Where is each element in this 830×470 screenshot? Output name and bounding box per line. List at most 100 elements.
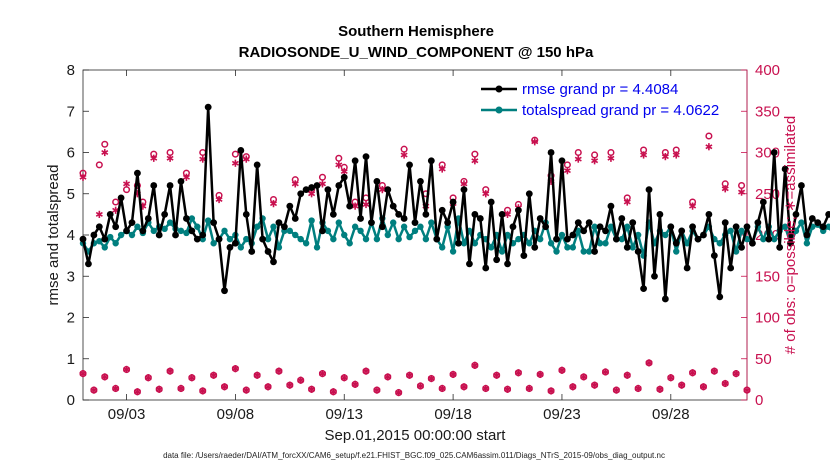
obs-possible-marker (705, 132, 713, 140)
rmse-point (335, 182, 343, 189)
obs-bottom-assimilated-marker (601, 368, 610, 376)
rmse-point (253, 161, 261, 169)
legend-marker-rmse (495, 85, 503, 93)
rmse-point (536, 215, 544, 222)
totalspread-point (341, 231, 348, 239)
x-tick-label: 09/23 (543, 406, 581, 423)
rmse-point (765, 235, 773, 243)
rmse-point (373, 177, 381, 185)
rmse-point (738, 243, 745, 251)
rmse-point (231, 239, 239, 247)
rmse-point (417, 177, 424, 185)
totalspread-point (302, 240, 310, 247)
obs-bottom-assimilated-marker (384, 373, 392, 381)
obs-bottom-assimilated-marker (177, 384, 185, 393)
y-axis-label-left: rmse and totalspread (45, 165, 62, 306)
rmse-point (754, 219, 762, 227)
obs-assimilated-marker (438, 165, 446, 173)
totalspread-point (101, 244, 108, 251)
rmse-point (705, 210, 713, 218)
rmse-point (504, 260, 511, 268)
x-tick-label: 09/08 (217, 406, 255, 423)
rmse-point (106, 210, 114, 218)
rmse-point (466, 260, 473, 268)
obs-possible-marker (95, 161, 103, 169)
obs-assimilated-marker (672, 151, 680, 159)
rmse-point (362, 153, 370, 161)
totalspread-point (161, 225, 168, 233)
rmse-point (79, 235, 87, 243)
totalspread-point (324, 227, 332, 235)
y-tick-label-left: 1 (67, 351, 75, 368)
rmse-point (678, 227, 686, 235)
obs-bottom-assimilated-marker (144, 374, 152, 382)
obs-possible-marker (112, 198, 120, 206)
rmse-line (81, 105, 830, 301)
rmse-point (324, 186, 332, 194)
totalspread-point (580, 248, 587, 255)
totalspread-point (297, 235, 304, 243)
rmse-point (547, 149, 555, 156)
rmse-point (727, 264, 735, 272)
rmse-point (406, 161, 413, 169)
rmse-point (378, 223, 386, 231)
obs-bottom-assimilated-marker (667, 374, 675, 382)
rmse-point (329, 210, 337, 218)
legend-marker-spread (495, 106, 503, 114)
totalspread-point (596, 240, 604, 247)
obs-assimilated-marker (79, 173, 87, 181)
rmse-point (411, 219, 419, 227)
obs-possible-marker (231, 150, 239, 158)
rmse-point (602, 227, 609, 235)
obs-bottom-assimilated-marker (373, 386, 381, 394)
obs-bottom-assimilated-marker (188, 374, 196, 382)
rmse-point (482, 264, 490, 272)
rmse-point (270, 258, 277, 266)
rmse-point (656, 210, 664, 218)
rmse-point (770, 149, 778, 156)
totalspread-point (270, 223, 277, 230)
obs-bottom-assimilated-marker (199, 387, 207, 395)
rmse-point (351, 157, 359, 165)
obs-bottom-assimilated-marker (612, 386, 620, 394)
totalspread-point (536, 235, 544, 243)
rmse-point (438, 206, 446, 214)
obs-assimilated-marker (563, 167, 571, 175)
rmse-point (422, 210, 430, 218)
totalspread-point (150, 227, 157, 235)
obs-bottom-assimilated-marker (220, 383, 229, 391)
rmse-point (177, 177, 185, 185)
obs-bottom-assimilated-marker (362, 367, 370, 375)
totalspread-point (128, 231, 136, 239)
rmse-point (221, 287, 228, 295)
rmse-point (161, 210, 169, 218)
totalspread-point (243, 235, 250, 243)
obs-bottom-assimilated-marker (591, 381, 599, 389)
obs-bottom-assimilated-marker (721, 379, 729, 388)
obs-bottom-assimilated-marker (264, 383, 272, 391)
obs-bottom-assimilated-marker (297, 376, 305, 384)
rmse-point (193, 235, 201, 243)
obs-bottom-assimilated-marker (329, 388, 337, 396)
obs-possible-marker (318, 173, 327, 181)
obs-bottom-assimilated-marker (101, 373, 109, 381)
rmse-point (204, 103, 212, 111)
rmse-point (749, 239, 756, 247)
rmse-point (308, 184, 315, 191)
obs-assimilated-marker (661, 153, 669, 161)
rmse-point (781, 165, 789, 173)
totalspread-point (373, 235, 381, 243)
obs-assimilated-marker (123, 180, 131, 188)
obs-assimilated-marker (269, 200, 278, 208)
totalspread-point (362, 235, 370, 243)
obs-count-markers (79, 132, 751, 397)
totalspread-point (526, 240, 533, 247)
totalspread-point (781, 223, 789, 230)
rmse-point (297, 190, 305, 198)
rmse-point (112, 223, 120, 231)
obs-possible-marker (563, 161, 571, 169)
legend-label-rmse: rmse grand pr = 4.4084 (522, 81, 678, 98)
totalspread-point (798, 219, 805, 226)
rmse-point (395, 210, 403, 218)
obs-assimilated-marker (215, 195, 223, 204)
